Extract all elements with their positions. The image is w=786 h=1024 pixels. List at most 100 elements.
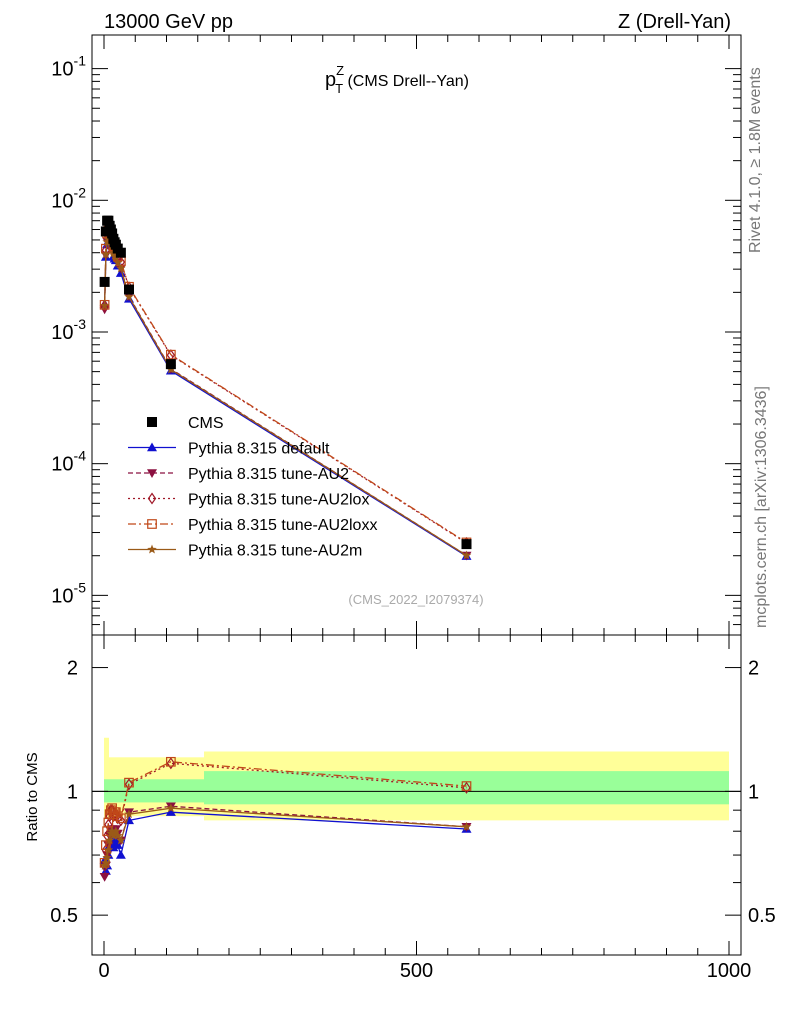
plot-title-sub: T <box>335 81 343 96</box>
legend-label: Pythia 8.315 default <box>188 441 330 458</box>
ratio-marker-au2m <box>103 845 114 855</box>
cms-data-point <box>103 215 114 226</box>
main-y-tick-label: 10-2 <box>51 184 86 212</box>
legend-label: Pythia 8.315 tune-AU2lox <box>188 492 369 509</box>
main-marker-au2m <box>109 250 120 260</box>
cms-data-point <box>124 284 134 295</box>
main-marker-au2m <box>111 252 121 262</box>
cms-data-point <box>115 247 126 258</box>
rivet-version-label: Rivet 4.1.0, ≥ 1.8M events <box>747 67 764 253</box>
main-y-tick-label: 10-5 <box>51 579 86 607</box>
ratio-marker-au2lox <box>104 818 113 831</box>
ratio-marker-au2loxx <box>112 811 123 822</box>
tick-exponent: -5 <box>74 579 87 595</box>
mcplots-label: mcplots.cern.ch [arXiv:1306.3436] <box>753 386 770 628</box>
ratio-marker-au2loxx <box>124 777 134 788</box>
cms-data-point <box>107 228 118 239</box>
analysis-id: (CMS_2022_I2079374) <box>348 592 483 607</box>
main-y-tick-labels: 10-110-210-310-410-5 <box>51 53 86 608</box>
main-marker-au2loxx <box>166 349 176 360</box>
legend-marker-au2m <box>147 544 157 554</box>
x-tick-labels: 0 500 1000 <box>98 960 751 982</box>
cms-data-points <box>99 215 472 550</box>
plot-title-rest: (CMS Drell--Yan) <box>343 73 469 90</box>
x-tick-label: 1000 <box>707 960 752 982</box>
plot-title-sup: Z <box>336 63 344 78</box>
tick-exponent: -4 <box>74 448 87 464</box>
main-marker-au2m <box>99 300 110 310</box>
ratio-marker-au2m <box>102 852 112 862</box>
plot-title-main: p <box>325 69 336 91</box>
ratio-y-tick-label: 2 <box>67 658 78 680</box>
main-marker-au2m <box>124 291 134 301</box>
ratio-marker-au2m <box>116 835 126 845</box>
ratio-marker-default <box>115 850 126 859</box>
legend-marker-data <box>147 417 157 427</box>
main-marker-au2m <box>101 249 111 259</box>
cms-data-point <box>165 359 176 370</box>
ratio-y-tick-label-right: 1 <box>748 781 759 803</box>
x-tick-label: 500 <box>400 960 433 982</box>
ratio-marker-au2lox <box>116 814 126 827</box>
tick-exponent: -1 <box>74 53 87 69</box>
tick-exponent: -3 <box>74 316 87 332</box>
legend-label: Pythia 8.315 tune-AU2loxx <box>188 517 377 534</box>
tick-base: 10 <box>51 585 73 607</box>
ratio-marker-au2loxx <box>166 756 176 767</box>
ratio-marker-au2m <box>111 826 121 836</box>
main-panel-series <box>99 225 472 561</box>
main-y-tick-label: 10-1 <box>51 53 86 81</box>
main-marker-au2m <box>103 234 114 244</box>
ratio-line-au2loxx <box>103 761 467 863</box>
legend-label: CMS <box>188 415 224 432</box>
ratio-marker-au2m <box>104 835 115 845</box>
ratio-marker-au2m <box>461 821 472 831</box>
ratio-y-tick-label: 0.5 <box>50 905 78 927</box>
tick-exponent: -2 <box>74 184 87 200</box>
ratio-marker-default <box>165 807 176 816</box>
main-marker-au2m <box>461 550 472 560</box>
ratio-marker-au2m <box>166 803 176 813</box>
cms-data-point <box>461 539 472 550</box>
header-process: Z (Drell-Yan) <box>618 11 731 33</box>
cms-data-point <box>99 276 110 287</box>
ratio-uncertainty-band <box>104 737 729 821</box>
ratio-marker-au2loxx <box>461 781 472 791</box>
ratio-y-tick-label-right: 0.5 <box>748 905 776 927</box>
x-tick-label: 0 <box>98 960 109 982</box>
band-outer-segment <box>104 737 109 819</box>
tick-base: 10 <box>51 454 73 476</box>
tick-base: 10 <box>51 322 73 344</box>
legend-marker-au2lox <box>147 492 157 505</box>
ratio-marker-au2m <box>101 857 111 867</box>
ratio-marker-au2 <box>99 872 110 882</box>
header-energy: 13000 GeV pp <box>104 11 233 33</box>
ratio-marker-au2lox <box>124 778 134 791</box>
main-marker-au2lox <box>100 299 109 312</box>
ratio-y-tick-label: 1 <box>67 781 78 803</box>
ratio-marker-default <box>112 840 123 849</box>
ratio-y-tick-label-right: 2 <box>748 658 759 680</box>
main-y-tick-label: 10-4 <box>51 448 86 476</box>
ratio-marker-au2loxx <box>116 813 126 824</box>
ratio-marker-au2m <box>113 830 123 840</box>
legend-label: Pythia 8.315 tune-AU2 <box>188 466 349 483</box>
ratio-panel-series <box>99 756 472 882</box>
tick-base: 10 <box>51 190 73 212</box>
legend-label: Pythia 8.315 tune-AU2m <box>188 543 362 560</box>
plot-title: pZ T (CMS Drell--Yan) <box>325 63 469 96</box>
ratio-line-default <box>103 811 467 872</box>
legend: CMS Pythia 8.315 default Pythia 8.315 tune… <box>128 415 377 560</box>
main-marker-au2m <box>116 263 126 273</box>
band-inner-segment <box>104 779 204 803</box>
legend-marker-au2 <box>147 469 157 478</box>
main-y-tick-label: 10-3 <box>51 316 86 344</box>
ratio-marker-au2lox <box>166 757 176 770</box>
ratio-y-axis-label: Ratio to CMS <box>24 752 41 841</box>
main-marker-au2m <box>113 257 123 267</box>
legend-marker-au2loxx <box>147 519 157 529</box>
ratio-y-tick-labels: 0.5 0.5 1 1 2 2 <box>50 658 776 928</box>
axis-ticks <box>92 35 741 956</box>
tick-base: 10 <box>51 59 73 81</box>
